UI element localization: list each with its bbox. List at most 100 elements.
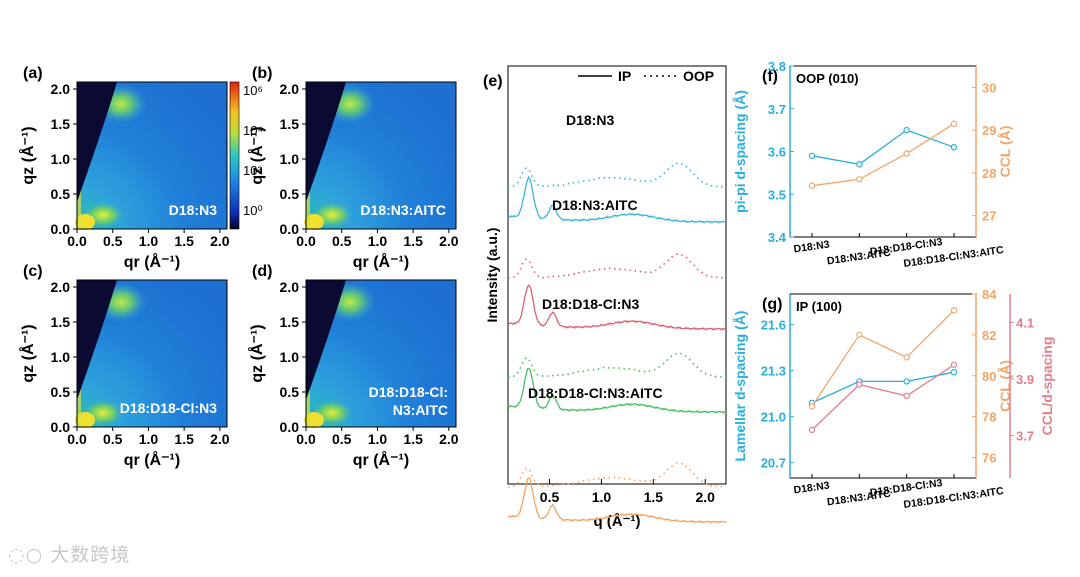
x-tick-label: 1.5 bbox=[174, 431, 194, 447]
x-tick-label: 2.0 bbox=[439, 233, 459, 249]
legend-oop-label: OOP bbox=[683, 68, 714, 84]
panel-label: (g) bbox=[762, 296, 782, 313]
right-axis-label: CCL (Å) bbox=[997, 126, 1013, 178]
left-axis-label: Lamellar d-spacing (Å) bbox=[732, 311, 748, 462]
left-tick-label: 3.7 bbox=[768, 102, 786, 117]
y-axis-label: qz (Å⁻¹) bbox=[247, 324, 266, 382]
right-axis-label: CCL (Å) bbox=[997, 360, 1013, 412]
left-tick-label: 21.6 bbox=[761, 318, 786, 333]
heatmap-image bbox=[75, 82, 227, 230]
y-tick-label: 2.0 bbox=[280, 81, 300, 97]
panel-a-heatmap: (a) 0.0 0.5 1.0 1.5 2.0 0.0 0.5 1.0 1.5 2.0 qr (Å⁻¹… bbox=[18, 65, 263, 271]
data-point bbox=[903, 126, 910, 134]
panel-e-line-cuts: (e)0.5 1.0 1.5 2.0q (Å⁻¹)Intensity (a.u.)IP… bbox=[483, 65, 727, 530]
x-axis-label: qr (Å⁻¹) bbox=[124, 450, 180, 469]
missing-wedge bbox=[306, 280, 346, 400]
y-axis-label: qz (Å⁻¹) bbox=[18, 126, 37, 184]
sample-curves-4: D18:D18-Cl:N3:AITC bbox=[507, 385, 727, 524]
x-tick-label: 1.5 bbox=[644, 489, 664, 505]
x-tick-label: 1.0 bbox=[139, 431, 159, 447]
right-tick-label: 27 bbox=[982, 209, 996, 224]
x-tick-label: 0.0 bbox=[296, 233, 316, 249]
data-point bbox=[950, 361, 958, 368]
heatmap-image bbox=[75, 280, 227, 428]
x-tick-label: 1.5 bbox=[403, 233, 423, 249]
series-3 bbox=[808, 361, 958, 434]
x-tick-label: 0.0 bbox=[296, 431, 316, 447]
watermark: ◌○ 大数跨境 bbox=[8, 540, 130, 567]
y-axis-label: qz (Å⁻¹) bbox=[247, 126, 266, 184]
panel-label: (d) bbox=[252, 263, 272, 280]
x-tick-label: 1.0 bbox=[139, 233, 159, 249]
panel-label: (e) bbox=[483, 73, 503, 90]
sample-label: D18:D18-Cl:N3 bbox=[120, 400, 217, 416]
x-tick-label: 0.5 bbox=[332, 431, 352, 447]
x-axis-label: qr (Å⁻¹) bbox=[124, 252, 180, 271]
ip-curve bbox=[507, 477, 727, 524]
missing-wedge bbox=[306, 82, 346, 202]
x-tick-label: 0.5 bbox=[540, 489, 560, 505]
oop-curve bbox=[507, 462, 727, 489]
sample-label-line2: N3:AITC bbox=[393, 402, 448, 418]
left-axis-label: pi-pi d-spacing (Å) bbox=[732, 90, 748, 213]
panel-label: (a) bbox=[23, 65, 43, 82]
heatmap-frame bbox=[76, 81, 228, 230]
data-point bbox=[903, 354, 910, 361]
watermark-text: 大数跨境 bbox=[50, 544, 131, 566]
plot-frame bbox=[507, 65, 727, 485]
series-2 bbox=[808, 120, 958, 189]
colorbar-label: 10⁰ bbox=[243, 203, 263, 218]
plot-title: IP (100) bbox=[796, 299, 842, 314]
sample-label: D18:N3:AITC bbox=[360, 202, 446, 218]
y-tick-label: 0.0 bbox=[280, 419, 300, 435]
category-label: D18:N3 bbox=[793, 239, 831, 256]
panel-label: (c) bbox=[23, 263, 43, 280]
x-axis-label: qr (Å⁻¹) bbox=[353, 252, 409, 271]
data-point bbox=[856, 331, 863, 339]
sample-curves-3: D18:D18-Cl:N3 bbox=[507, 296, 727, 414]
right-tick-label: 80 bbox=[982, 369, 996, 384]
y-tick-label: 0.5 bbox=[51, 384, 71, 400]
ip-curve bbox=[507, 175, 727, 224]
x-tick-label: 2.0 bbox=[210, 233, 230, 249]
sample-label: D18:N3 bbox=[169, 202, 217, 218]
colorbar-label: 10² bbox=[243, 163, 262, 178]
right-tick-label: 78 bbox=[982, 410, 996, 425]
plot-title: OOP (010) bbox=[796, 71, 859, 86]
series-line bbox=[811, 364, 955, 431]
series-line bbox=[811, 309, 955, 407]
heatmap-image bbox=[304, 280, 456, 428]
x-tick-label: 2.0 bbox=[696, 489, 716, 505]
data-point bbox=[856, 161, 863, 168]
legend-ip-label: IP bbox=[618, 68, 631, 84]
data-point bbox=[903, 150, 910, 157]
right2-tick-label: 3.9 bbox=[1016, 372, 1034, 387]
y-tick-label: 1.5 bbox=[280, 116, 300, 132]
colorbar-label: 10⁴ bbox=[243, 123, 263, 138]
colorbar-gradient bbox=[229, 81, 240, 230]
data-point bbox=[950, 307, 958, 314]
data-point bbox=[950, 120, 958, 127]
data-point bbox=[808, 403, 816, 410]
series-line bbox=[811, 123, 955, 187]
y-tick-label: 0.5 bbox=[280, 384, 300, 400]
data-point bbox=[856, 381, 863, 388]
right-tick-label: 28 bbox=[982, 166, 996, 181]
right2-tick-label: 4.1 bbox=[1016, 315, 1034, 330]
data-point bbox=[856, 176, 863, 183]
missing-wedge bbox=[77, 82, 117, 202]
heatmap-frame bbox=[305, 279, 457, 428]
panel-b-heatmap: (b) 0.0 0.5 1.0 1.5 2.0 0.0 0.5 1.0 1.5 2.0 qr (Å⁻¹… bbox=[247, 65, 459, 271]
series-1 bbox=[808, 126, 958, 168]
x-tick-label: 1.5 bbox=[403, 431, 423, 447]
y-tick-label: 0.0 bbox=[280, 221, 300, 237]
x-tick-label: 1.0 bbox=[368, 233, 388, 249]
ip-curve bbox=[507, 367, 727, 414]
watermark-logo-icon: ◌○ bbox=[8, 544, 51, 566]
sample-label: D18:D18-Cl:N3 bbox=[542, 296, 639, 312]
right-tick-label: 30 bbox=[982, 80, 996, 95]
series-1 bbox=[808, 369, 958, 407]
data-point bbox=[808, 182, 816, 189]
sample-label: D18:D18-Cl:N3:AITC bbox=[528, 385, 663, 401]
sample-label-line1: D18:D18-Cl: bbox=[369, 384, 448, 400]
